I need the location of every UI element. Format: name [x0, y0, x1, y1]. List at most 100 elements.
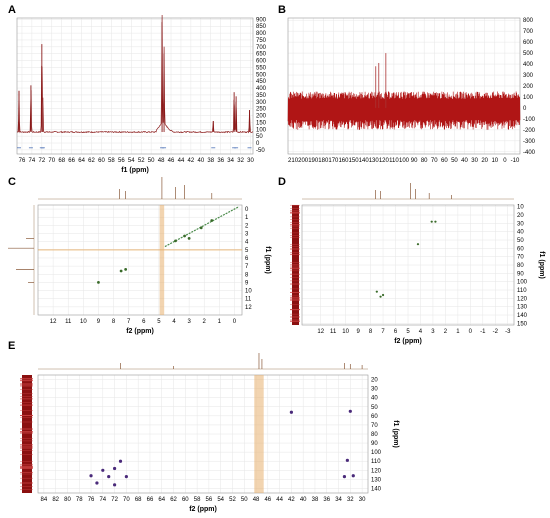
cross-peak [101, 468, 105, 472]
cross-peak [416, 243, 420, 246]
cross-peak [97, 281, 100, 284]
cross-peak [345, 458, 349, 462]
y-tick-label: 400 [523, 62, 534, 68]
x-tick-label: 36 [323, 497, 330, 503]
x-tick-label: 6 [142, 319, 146, 325]
cross-peak [124, 475, 128, 479]
x-tick-label: 110 [389, 158, 399, 164]
x-tick-label: 82 [52, 497, 59, 503]
x-tick-label: 10 [80, 319, 87, 325]
x-tick-label: 130 [369, 158, 380, 164]
y-tick-label: 70 [517, 255, 524, 261]
y-tick-label: 600 [523, 40, 534, 46]
x-tick-label: 80 [421, 158, 428, 164]
x-tick-label: 0 [503, 158, 507, 164]
x-tick-label: 34 [227, 158, 234, 164]
cross-peak [351, 474, 355, 478]
x-tick-label: 54 [128, 158, 135, 164]
x-tick-label: 200 [298, 158, 309, 164]
x-tick-label: 76 [19, 158, 26, 164]
y-tick-label: 500 [523, 51, 534, 57]
x-tick-label: 9 [97, 319, 101, 325]
x-tick-label: 30 [359, 497, 366, 503]
x-tick-label: 3 [187, 319, 191, 325]
x-tick-label: 78 [76, 497, 83, 503]
y-tick-label: 10 [245, 289, 252, 295]
y-tick-label: 90 [371, 441, 378, 447]
y-tick-label: 300 [523, 73, 534, 79]
y-tick-label: 30 [517, 221, 524, 227]
x-tick-label: 60 [182, 497, 189, 503]
left-projection [292, 205, 299, 325]
x-tick-label: 10 [491, 158, 498, 164]
y-tick-label: 120 [517, 296, 528, 302]
x-tick-label: 4 [419, 329, 423, 335]
y-tick-label: 100 [517, 280, 528, 286]
y-tick-label: -400 [523, 150, 536, 156]
spectrum-line [17, 14, 253, 134]
x-tick-label: 40 [300, 497, 307, 503]
y-tick-label: 800 [256, 31, 267, 37]
cross-peak [113, 483, 117, 487]
x-tick-label: 46 [264, 497, 271, 503]
cross-peak [375, 290, 378, 293]
y-tick-label: 40 [517, 230, 524, 236]
x-tick-label: 66 [68, 158, 75, 164]
y-axis-label: f1 (ppm) [264, 246, 271, 274]
y-tick-label: 50 [517, 238, 524, 244]
cross-peak [430, 220, 433, 223]
x-tick-label: 140 [359, 158, 370, 164]
x-tick-label: 60 [98, 158, 105, 164]
y-tick-label: 140 [517, 313, 528, 319]
y-tick-label: 8 [245, 272, 249, 278]
cross-peak [107, 475, 111, 479]
x-tick-label: 9 [356, 329, 360, 335]
y-tick-label: 350 [256, 93, 267, 99]
y-tick-label: 100 [256, 127, 267, 133]
y-tick-label: 50 [256, 134, 263, 140]
x-tick-label: 52 [138, 158, 145, 164]
x-tick-label: 70 [123, 497, 130, 503]
y-tick-label: 0 [256, 141, 260, 147]
y-tick-label: 150 [256, 120, 267, 126]
x-tick-label: 38 [207, 158, 214, 164]
y-tick-label: -200 [523, 128, 536, 134]
y-tick-label: 550 [256, 65, 267, 71]
y-tick-label: 60 [517, 246, 524, 252]
x-tick-label: 1 [456, 329, 460, 335]
plot-frame [16, 17, 254, 155]
y-tick-label: 80 [371, 432, 378, 438]
x-tick-label: 4 [172, 319, 176, 325]
cross-peak [174, 239, 177, 243]
y-tick-label: 600 [256, 59, 267, 65]
x-tick-label: 1 [218, 319, 222, 325]
x-tick-label: 80 [64, 497, 71, 503]
cross-peak [434, 220, 437, 223]
x-tick-label: 48 [158, 158, 165, 164]
plot-frame [37, 374, 369, 494]
y-tick-label: 850 [256, 24, 267, 30]
x-tick-label: 32 [347, 497, 354, 503]
plot-frame [287, 17, 521, 155]
y-tick-label: 5 [245, 248, 249, 254]
y-tick-label: 750 [256, 38, 267, 44]
x-tick-label: 34 [335, 497, 342, 503]
x-axis-label: f2 (ppm) [126, 328, 154, 335]
cross-peak [183, 234, 186, 238]
plot-frame [301, 204, 515, 326]
y-tick-label: 6 [245, 256, 249, 262]
x-axis-label: f2 (ppm) [189, 506, 217, 513]
x-tick-label: 70 [431, 158, 438, 164]
x-tick-label: 58 [108, 158, 115, 164]
y-tick-label: -300 [523, 139, 536, 145]
x-tick-label: 50 [241, 497, 248, 503]
x-tick-label: 54 [217, 497, 224, 503]
x-tick-label: 6 [394, 329, 398, 335]
cross-peak [199, 226, 203, 230]
x-tick-label: 12 [317, 329, 324, 335]
x-tick-label: 44 [178, 158, 185, 164]
y-tick-label: 400 [256, 86, 267, 92]
cross-peak [379, 295, 382, 298]
y-tick-label: 80 [517, 263, 524, 269]
x-tick-label: 20 [481, 158, 488, 164]
